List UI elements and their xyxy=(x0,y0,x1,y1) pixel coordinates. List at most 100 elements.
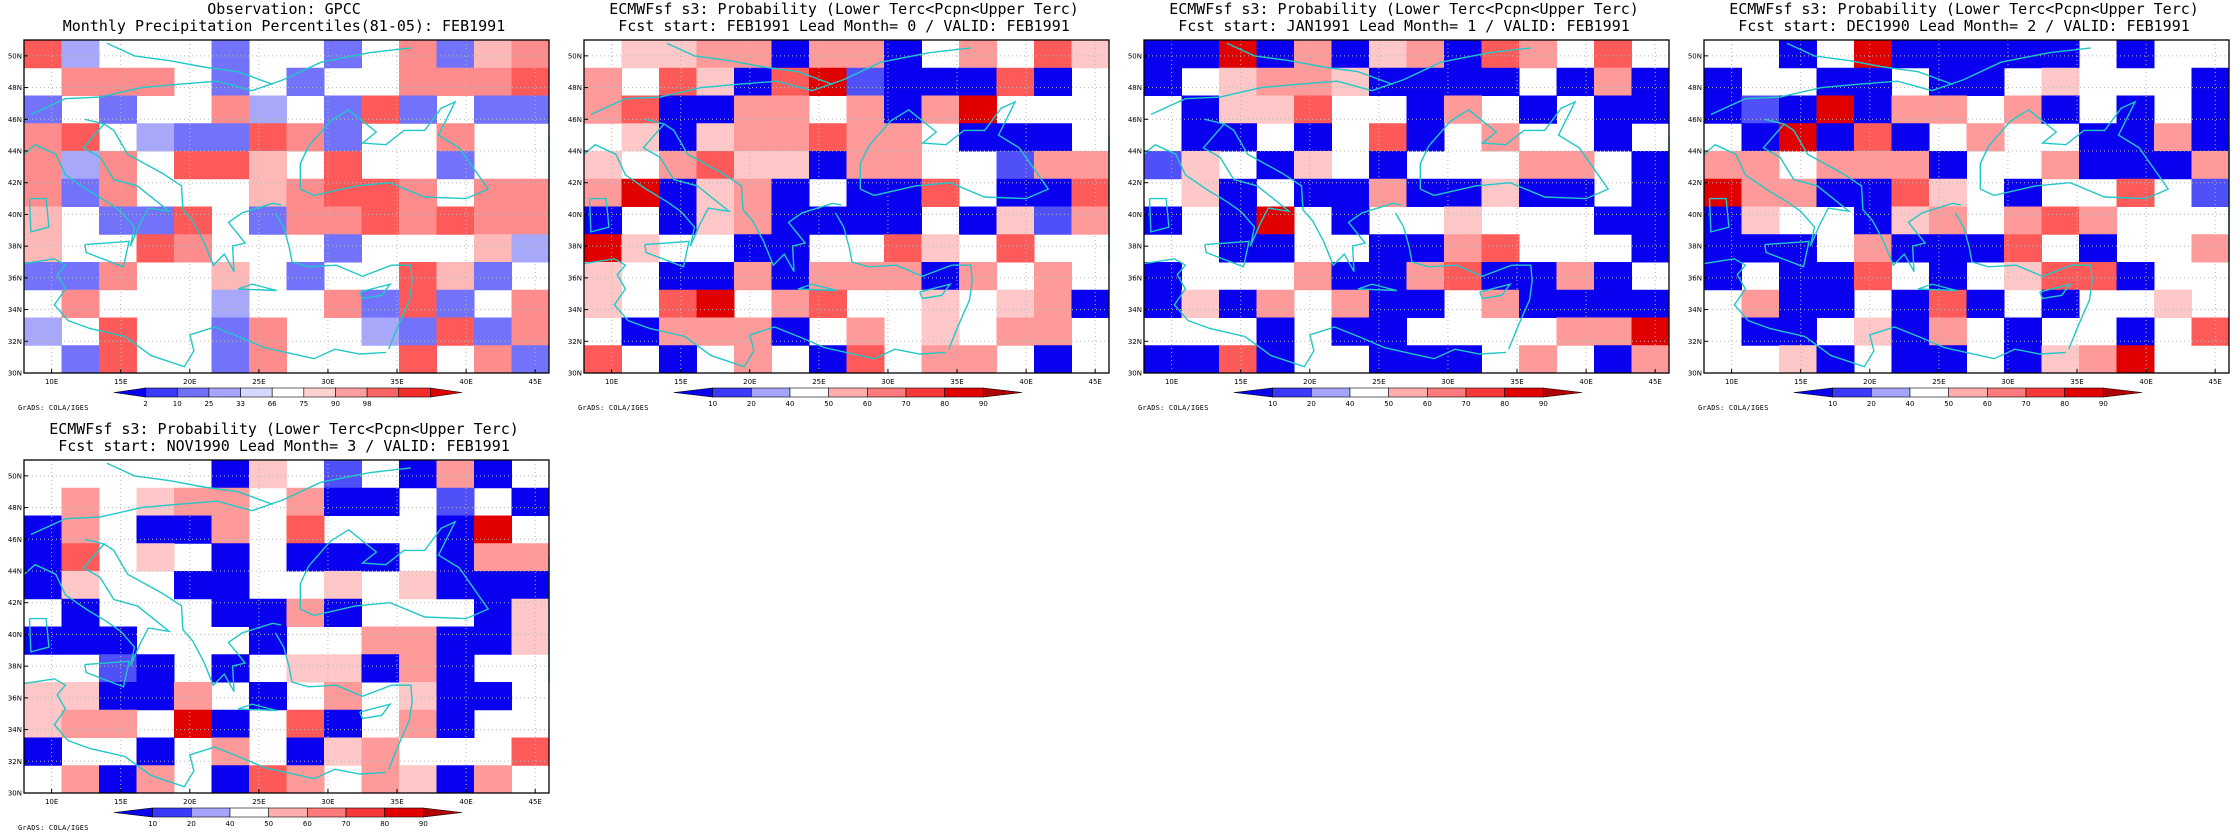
shading-cell xyxy=(1071,206,1110,235)
shading-cell xyxy=(1444,206,1482,235)
coastline xyxy=(1703,118,1852,247)
color-bar-swatch xyxy=(1388,387,1428,398)
grads-credit: GrADS: COLA/IGES xyxy=(578,404,649,412)
shading-cell xyxy=(1519,178,1557,207)
shading-cell xyxy=(324,40,362,69)
shading-cell xyxy=(136,543,175,572)
shading-cell xyxy=(1481,289,1520,318)
shading-cell xyxy=(361,206,400,235)
coastline xyxy=(583,118,732,247)
shading-cell xyxy=(474,460,512,489)
panel-subtitle: Monthly Precipitation Percentiles(81-05)… xyxy=(62,17,506,35)
panel-subtitle: Fcst start: JAN1991 Lead Month= 1 / VALI… xyxy=(1178,17,1630,35)
lon-tick-label: 25E xyxy=(1932,378,1945,386)
shading-cell xyxy=(1481,262,1520,291)
color-bar-label: 20 xyxy=(1867,400,1876,408)
shading-cell xyxy=(1929,345,1967,374)
shading-cell xyxy=(1181,123,1220,152)
shading-cell xyxy=(1929,234,1967,263)
color-bar-label: 90 xyxy=(979,400,988,408)
shading-cell xyxy=(1891,151,1930,180)
shading-cell xyxy=(1144,67,1182,96)
panel-title: ECMWFsf s3: Probability (Lower Terc<Pcpn… xyxy=(609,0,1079,18)
color-bar-swatch xyxy=(1427,387,1467,398)
shading-cell xyxy=(286,654,325,683)
shading-cell xyxy=(1704,262,1742,291)
shading-cell xyxy=(884,123,922,152)
shading-cell xyxy=(399,345,437,374)
color-bar-swatch xyxy=(229,807,269,818)
shading-cell xyxy=(511,317,550,346)
shading-cell xyxy=(846,40,885,69)
shading-cell xyxy=(1854,123,1892,152)
shading-cell xyxy=(511,543,550,572)
lon-tick-label: 40E xyxy=(2139,378,2152,386)
shading-cell xyxy=(884,151,922,180)
lon-tick-label: 20E xyxy=(743,378,756,386)
shading-cell xyxy=(1929,151,1967,180)
lon-tick-label: 30E xyxy=(321,798,334,806)
shading-cell xyxy=(99,206,137,235)
color-bar-swatch xyxy=(2064,387,2104,398)
shading-cell xyxy=(211,95,250,124)
shading-cell xyxy=(1594,206,1632,235)
shading-cell xyxy=(1854,178,1892,207)
shading-cell xyxy=(1519,40,1557,69)
shading-cell xyxy=(2191,234,2230,263)
shading-cell xyxy=(399,206,437,235)
shading-cell xyxy=(996,67,1035,96)
shading-cell xyxy=(1144,262,1182,291)
shading-cell xyxy=(696,178,735,207)
coastline xyxy=(2039,283,2072,300)
shading-cell xyxy=(1331,40,1370,69)
shading-cell xyxy=(771,95,810,124)
lat-tick-label: 38N xyxy=(8,243,22,251)
lon-tick-label: 40E xyxy=(459,378,472,386)
color-bar-label: 50 xyxy=(264,820,273,828)
shading-cell xyxy=(324,289,362,318)
shading-cell xyxy=(809,40,847,69)
color-bar-label: 80 xyxy=(2060,400,2069,408)
shading-cell xyxy=(1034,151,1072,180)
lon-tick-label: 25E xyxy=(812,378,825,386)
shading-cell xyxy=(136,67,175,96)
shading-cell xyxy=(24,40,62,69)
lat-tick-label: 38N xyxy=(8,663,22,671)
shading-cell xyxy=(511,737,550,766)
shading-cell xyxy=(1816,262,1855,291)
shading-cell xyxy=(1704,234,1742,263)
color-bar-label: 10 xyxy=(148,820,157,828)
lat-tick-label: 48N xyxy=(1688,84,1702,92)
shading-cell xyxy=(1741,123,1780,152)
shading-cell xyxy=(1556,178,1595,207)
color-bar-label: 40 xyxy=(226,820,235,828)
lat-tick-label: 36N xyxy=(1688,274,1702,282)
shading-cell xyxy=(959,206,997,235)
shading-cell xyxy=(1966,123,2005,152)
shading-cell xyxy=(1929,67,1967,96)
color-bar-swatch xyxy=(366,387,400,398)
shading-cell xyxy=(884,95,922,124)
shading-cell xyxy=(996,178,1035,207)
shading-cell xyxy=(1369,123,1407,152)
shading-cell xyxy=(1704,67,1742,96)
shading-cell xyxy=(1406,234,1445,263)
lat-tick-label: 50N xyxy=(8,472,22,480)
shading-cell xyxy=(1929,40,1967,69)
shading-cell xyxy=(1854,151,1892,180)
shading-cell xyxy=(1631,206,1670,235)
coastline xyxy=(299,520,490,620)
shading-cell xyxy=(1369,151,1407,180)
shading-cell xyxy=(921,67,960,96)
shading-cell xyxy=(2004,40,2042,69)
lon-tick-label: 45E xyxy=(2209,378,2222,386)
coastline xyxy=(23,538,172,667)
shading-cell xyxy=(1034,345,1072,374)
lat-tick-label: 50N xyxy=(1688,52,1702,60)
shading-cell xyxy=(1444,234,1482,263)
coastline xyxy=(1703,258,2067,368)
shading-cell xyxy=(659,67,697,96)
shading-cell xyxy=(884,262,922,291)
color-bar-swatch xyxy=(307,807,347,818)
lat-tick-label: 44N xyxy=(8,148,22,156)
